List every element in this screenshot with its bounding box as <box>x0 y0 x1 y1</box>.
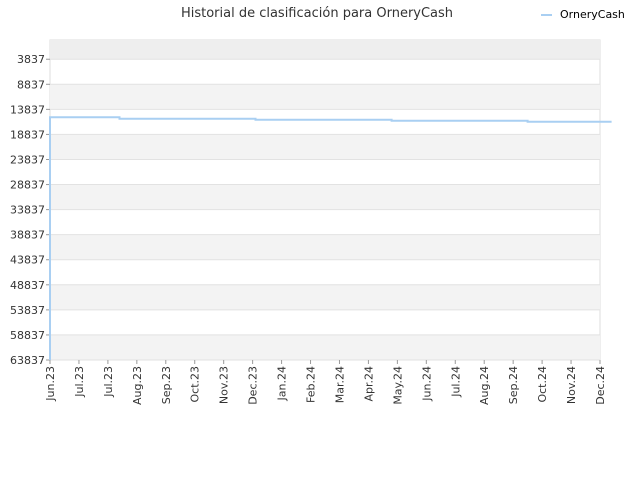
x-tick-label: Dec.24 <box>594 366 607 405</box>
x-tick-label: Nov.23 <box>218 366 231 404</box>
x-tick-label: Feb.24 <box>305 366 318 403</box>
plot-band <box>50 84 600 110</box>
x-tick-label: Sep.23 <box>160 366 173 404</box>
x-tick-label: Nov.24 <box>565 366 578 404</box>
plot-bands <box>49 39 601 361</box>
y-tick-label: 23837 <box>10 153 45 166</box>
x-tick-label: Jan.24 <box>276 366 289 401</box>
x-tick-label: Sep.24 <box>507 366 520 404</box>
plot-band <box>50 134 600 160</box>
y-tick-label: 33837 <box>10 204 45 217</box>
y-tick-label: 18837 <box>10 128 45 141</box>
legend-label: OrneryCash <box>560 8 625 21</box>
y-tick-label: 58837 <box>10 329 45 342</box>
x-tick-label: Oct.24 <box>536 366 549 403</box>
plot-band <box>50 234 600 260</box>
legend: OrneryCash <box>541 8 625 21</box>
x-tick-label: Oct.23 <box>189 366 202 403</box>
x-tick-label: Jul.23 <box>102 366 115 398</box>
y-tick-label: 53837 <box>10 304 45 317</box>
x-tick-label: Mar.24 <box>333 366 346 403</box>
y-tick-label: 48837 <box>10 279 45 292</box>
series-lines <box>49 116 612 360</box>
plot-band <box>50 40 600 60</box>
x-tick-label: Jun.24 <box>420 366 433 402</box>
x-tick-label: Aug.23 <box>131 366 144 405</box>
x-tick-label: Jul.23 <box>73 366 86 398</box>
series-line <box>49 116 612 360</box>
chart-title: Historial de clasificación para OrneryCa… <box>181 6 453 21</box>
y-axis: 3837 8837 13837 18837 23837 28837 33837 38837 43… <box>10 53 50 367</box>
y-tick-label: 8837 <box>17 78 45 91</box>
x-tick-label: Aug.24 <box>478 366 491 405</box>
plot-band <box>50 334 600 360</box>
y-tick-label: 38837 <box>10 229 45 242</box>
grid-lines <box>50 58 600 361</box>
plot-band <box>50 284 600 310</box>
y-tick-label: 63837 <box>10 354 45 367</box>
y-tick-label: 3837 <box>17 53 45 66</box>
x-tick-label: Dec.23 <box>247 366 260 405</box>
y-tick-label: 28837 <box>10 179 45 192</box>
x-tick-label: Jun.23 <box>44 366 57 402</box>
plot-band <box>50 184 600 210</box>
x-tick-label: May.24 <box>391 366 404 405</box>
y-tick-label: 43837 <box>10 254 45 267</box>
y-tick-label: 13837 <box>10 103 45 116</box>
x-tick-label: Jul.24 <box>449 366 462 398</box>
x-axis: Jun.23 Jul.23 Jul.23 Aug.23 Sep.23 Oct.23 Nov.… <box>44 360 607 405</box>
x-tick-label: Apr.24 <box>362 366 375 402</box>
